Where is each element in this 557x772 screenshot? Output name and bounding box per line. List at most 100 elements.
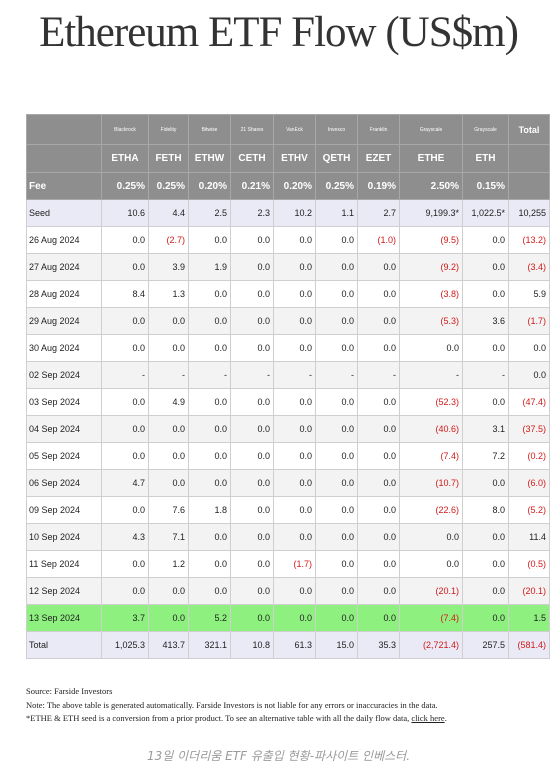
flow-value: 0.0 <box>230 334 274 362</box>
flow-value: 0.0 <box>101 415 149 443</box>
issuer-header: Invesco <box>315 114 358 145</box>
row-total: (0.2) <box>508 442 550 470</box>
flow-value: 0.0 <box>273 388 316 416</box>
header-corner <box>26 144 102 173</box>
row-total: (13.2) <box>508 226 550 254</box>
flow-value: 0.0 <box>101 253 149 281</box>
row-date: 10 Sep 2024 <box>26 523 102 551</box>
issuer-header: Franklin <box>357 114 400 145</box>
flow-value: 0.0 <box>230 253 274 281</box>
flow-value: 0.0 <box>462 253 509 281</box>
source-note: Source: Farside Investors <box>26 686 113 696</box>
fee-value: 0.25% <box>148 172 189 200</box>
row-total: (1.7) <box>508 307 550 335</box>
issuer-header: Bitwise <box>188 114 231 145</box>
seed-note: *ETHE & ETH seed is a conversion from a … <box>26 713 447 723</box>
flow-value: 0.0 <box>315 442 358 470</box>
table-row: 06 Sep 2024 4.7 0.0 0.0 0.0 0.0 0.0 0.0 (10.7) 0.… <box>26 469 550 497</box>
row-total: (37.5) <box>508 415 550 443</box>
ticker-header: CETH <box>230 144 274 173</box>
flow-value: (9.5) <box>399 226 463 254</box>
flow-value: 0.0 <box>462 577 509 605</box>
issuer-header-row: Blackrock Fidelity Bitwise 21 Shares VanEck I… <box>26 114 550 145</box>
flow-value: - <box>357 361 400 389</box>
issuer-header: Blackrock <box>101 114 149 145</box>
flow-value: 0.0 <box>188 469 231 497</box>
flow-value: 0.0 <box>315 523 358 551</box>
row-date: 29 Aug 2024 <box>26 307 102 335</box>
flow-value: 0.0 <box>101 307 149 335</box>
flow-value: 1.8 <box>188 496 231 524</box>
flow-value: (40.6) <box>399 415 463 443</box>
table-row: 09 Sep 2024 0.0 7.6 1.8 0.0 0.0 0.0 0.0 (22.6) 8.… <box>26 496 550 524</box>
flow-value: 0.0 <box>101 226 149 254</box>
flow-value: 0.0 <box>101 550 149 578</box>
etf-flow-table: Blackrock Fidelity Bitwise 21 Shares VanEck I… <box>26 114 550 659</box>
row-total: 5.9 <box>508 280 550 308</box>
issuer-header: Fidelity <box>148 114 189 145</box>
table-row: 04 Sep 2024 0.0 0.0 0.0 0.0 0.0 0.0 0.0 (40.6) 3.… <box>26 415 550 443</box>
flow-value: 0.0 <box>462 523 509 551</box>
row-date: 30 Aug 2024 <box>26 334 102 362</box>
flow-value: 0.0 <box>101 496 149 524</box>
flow-value: 0.0 <box>230 469 274 497</box>
row-date: 11 Sep 2024 <box>26 550 102 578</box>
row-date: 09 Sep 2024 <box>26 496 102 524</box>
flow-value: 2.3 <box>230 199 274 227</box>
flow-value: (1.7) <box>273 550 316 578</box>
table-body: Blackrock Fidelity Bitwise 21 Shares VanEck I… <box>26 114 550 659</box>
issuer-header: Grayscale <box>399 114 463 145</box>
click-here-link[interactable]: click here <box>411 713 445 723</box>
table-row: 05 Sep 2024 0.0 0.0 0.0 0.0 0.0 0.0 0.0 (7.4) 7.2… <box>26 442 550 470</box>
seed-row: Seed 10.6 4.4 2.5 2.3 10.2 1.1 2.7 9,199.3* 1,022… <box>26 199 550 227</box>
row-total: (3.4) <box>508 253 550 281</box>
flow-value: 0.0 <box>188 415 231 443</box>
row-date: 26 Aug 2024 <box>26 226 102 254</box>
flow-value: 0.0 <box>273 442 316 470</box>
flow-value: 0.0 <box>315 280 358 308</box>
flow-value: 2.7 <box>357 199 400 227</box>
flow-value: 5.2 <box>188 604 231 632</box>
row-date: 13 Sep 2024 <box>26 604 102 632</box>
flow-value: - <box>230 361 274 389</box>
issuer-header: VanEck <box>273 114 316 145</box>
flow-value: 0.0 <box>230 577 274 605</box>
fee-value: 0.15% <box>462 172 509 200</box>
flow-value: 0.0 <box>188 307 231 335</box>
flow-value: 9,199.3* <box>399 199 463 227</box>
flow-value: 0.0 <box>462 469 509 497</box>
flow-value: 0.0 <box>399 523 463 551</box>
table-row: 30 Aug 2024 0.0 0.0 0.0 0.0 0.0 0.0 0.0 0.0 0.0 0.… <box>26 334 550 362</box>
row-date: Seed <box>26 199 102 227</box>
flow-value: 15.0 <box>315 631 358 659</box>
table-row: 12 Sep 2024 0.0 0.0 0.0 0.0 0.0 0.0 0.0 (20.1) 0.… <box>26 577 550 605</box>
flow-value: 0.0 <box>462 604 509 632</box>
flow-value: 0.0 <box>315 604 358 632</box>
flow-value: 35.3 <box>357 631 400 659</box>
flow-value: 7.1 <box>148 523 189 551</box>
row-date: 27 Aug 2024 <box>26 253 102 281</box>
row-total: 1.5 <box>508 604 550 632</box>
flow-value: 3.7 <box>101 604 149 632</box>
flow-value: 0.0 <box>230 388 274 416</box>
flow-value: 7.6 <box>148 496 189 524</box>
flow-value: 0.0 <box>357 280 400 308</box>
flow-value: 1.1 <box>315 199 358 227</box>
flow-value: 0.0 <box>357 388 400 416</box>
flow-value: 0.0 <box>230 307 274 335</box>
flow-value: 1.3 <box>148 280 189 308</box>
flow-value: 0.0 <box>273 280 316 308</box>
flow-value: 0.0 <box>230 604 274 632</box>
header-corner <box>26 114 102 145</box>
flow-value: 0.0 <box>230 496 274 524</box>
fee-label: Fee <box>26 172 102 200</box>
flow-value: 8.4 <box>101 280 149 308</box>
flow-value: 0.0 <box>148 415 189 443</box>
row-date: 04 Sep 2024 <box>26 415 102 443</box>
table-row: 13 Sep 2024 3.7 0.0 5.2 0.0 0.0 0.0 0.0 (7.4) 0.0… <box>26 604 550 632</box>
flow-value: 0.0 <box>315 226 358 254</box>
flow-value: 0.0 <box>315 577 358 605</box>
flow-value: 0.0 <box>188 334 231 362</box>
flow-value: 0.0 <box>230 550 274 578</box>
flow-value: 321.1 <box>188 631 231 659</box>
